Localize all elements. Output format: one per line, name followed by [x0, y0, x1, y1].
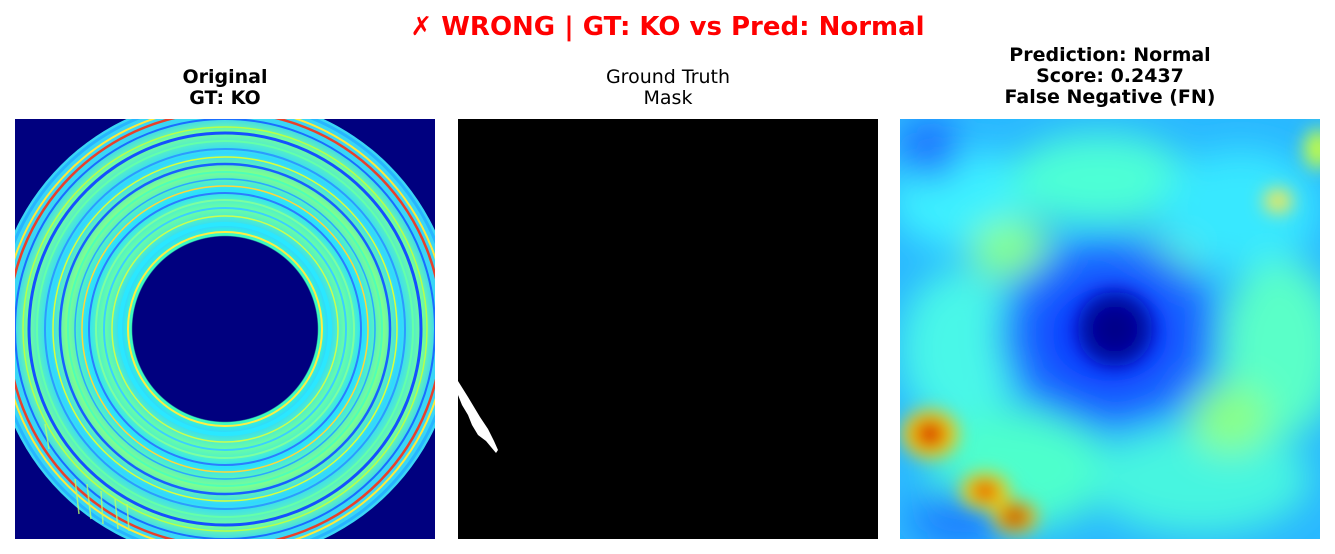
prediction-title-line-1: Prediction: Normal	[900, 45, 1320, 66]
mask-title-line-1: Ground Truth	[458, 67, 878, 88]
prediction-title-line-2: Score: 0.2437	[900, 66, 1320, 87]
anomaly-heatmap	[900, 119, 1320, 539]
original-panel-title: Original GT: KO	[15, 67, 435, 109]
mask-panel-title: Ground Truth Mask	[458, 67, 878, 109]
figure-title: ✗ WRONG | GT: KO vs Pred: Normal	[0, 8, 1335, 46]
ground-truth-mask-image	[458, 119, 878, 539]
original-title-line-2: GT: KO	[15, 88, 435, 109]
prediction-heatmap-image	[900, 119, 1320, 539]
prediction-panel-title: Prediction: Normal Score: 0.2437 False N…	[900, 45, 1320, 108]
mask-title-line-2: Mask	[458, 88, 878, 109]
original-title-line-1: Original	[15, 67, 435, 88]
prediction-title-line-3: False Negative (FN)	[900, 87, 1320, 108]
ring-scan-image	[15, 119, 435, 539]
original-image	[15, 119, 435, 539]
binary-mask	[458, 119, 878, 539]
